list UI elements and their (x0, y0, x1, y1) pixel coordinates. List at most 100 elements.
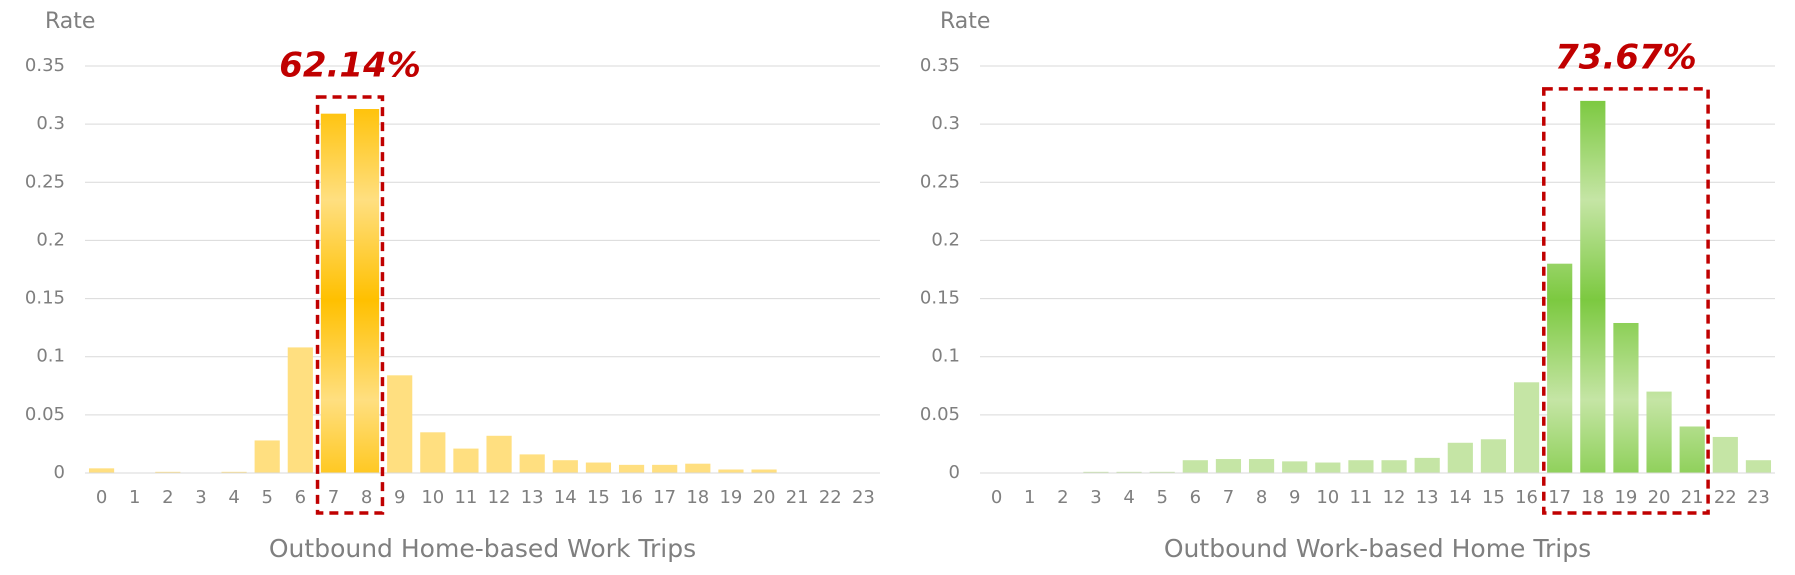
bar (519, 454, 545, 473)
x-tick-label: 3 (195, 487, 206, 508)
y-axis-title: Rate (940, 9, 990, 34)
x-tick-label: 12 (488, 487, 511, 508)
bar (1282, 461, 1308, 473)
x-tick-label: 11 (1349, 487, 1372, 508)
y-tick-label: 0.2 (931, 229, 960, 250)
x-tick-label: 15 (1482, 487, 1505, 508)
x-axis-title: Outbound Home-based Work Trips (269, 534, 696, 563)
bar (685, 463, 711, 473)
x-axis-title: Outbound Work-based Home Trips (1164, 534, 1591, 563)
bar (1083, 471, 1109, 473)
y-tick-label: 0.05 (25, 404, 65, 425)
bar (1381, 460, 1407, 473)
y-tick-label: 0.15 (920, 288, 960, 309)
bar (1248, 459, 1275, 473)
x-tick-label: 7 (1223, 487, 1234, 508)
x-tick-label: 15 (587, 487, 610, 508)
x-tick-label: 6 (1190, 487, 1201, 508)
x-tick-label: 23 (1747, 487, 1770, 508)
y-tick-label: 0.1 (36, 346, 65, 367)
x-tick-label: 20 (753, 487, 776, 508)
x-tick-label: 18 (686, 487, 709, 508)
x-tick-label: 6 (295, 487, 306, 508)
x-tick-label: 16 (1515, 487, 1538, 508)
bar (1149, 471, 1175, 473)
bar (486, 435, 512, 473)
bar (320, 113, 347, 474)
x-tick-label: 7 (328, 487, 339, 508)
y-tick-label: 0.05 (920, 404, 960, 425)
y-tick-label: 0 (949, 462, 960, 483)
x-tick-label: 2 (162, 487, 173, 508)
y-axis-title: Rate (45, 9, 95, 34)
x-tick-label: 13 (521, 487, 544, 508)
bar (88, 468, 115, 473)
x-tick-label: 5 (1156, 487, 1167, 508)
x-tick-label: 11 (454, 487, 477, 508)
x-tick-label: 12 (1383, 487, 1406, 508)
y-tick-label: 0.15 (25, 288, 65, 309)
bar (420, 432, 446, 473)
bar (254, 440, 280, 473)
bar (1480, 439, 1507, 473)
bar (1447, 442, 1473, 473)
bar (155, 471, 181, 473)
x-tick-label: 10 (421, 487, 444, 508)
x-tick-label: 8 (1256, 487, 1267, 508)
bar (1182, 460, 1208, 473)
x-tick-label: 10 (1316, 487, 1339, 508)
annotation: 73.67% (1555, 37, 1697, 77)
bar (1580, 100, 1606, 473)
x-tick-label: 13 (1416, 487, 1439, 508)
x-tick-label: 22 (1714, 487, 1737, 508)
bar (1613, 322, 1639, 473)
x-tick-label: 14 (1449, 487, 1472, 508)
x-tick-label: 0 (991, 487, 1002, 508)
x-tick-label: 20 (1648, 487, 1671, 508)
bar (1116, 471, 1142, 473)
x-tick-label: 18 (1581, 487, 1604, 508)
x-tick-label: 4 (1123, 487, 1134, 508)
y-tick-label: 0.2 (36, 229, 65, 250)
bar (221, 471, 247, 473)
x-tick-label: 16 (620, 487, 643, 508)
x-tick-label: 17 (653, 487, 676, 508)
bar (1315, 462, 1341, 473)
bar (453, 448, 479, 473)
y-tick-label: 0.3 (36, 113, 65, 134)
x-tick-label: 19 (1614, 487, 1637, 508)
x-tick-label: 19 (719, 487, 742, 508)
x-tick-label: 3 (1090, 487, 1101, 508)
x-tick-label: 9 (394, 487, 405, 508)
y-tick-label: 0.25 (25, 171, 65, 192)
x-tick-label: 1 (129, 487, 140, 508)
bar (1745, 460, 1772, 473)
bar (652, 464, 678, 473)
x-tick-label: 2 (1057, 487, 1068, 508)
y-tick-label: 0 (54, 462, 65, 483)
y-tick-label: 0.35 (920, 55, 960, 76)
bar (1414, 457, 1440, 473)
x-tick-label: 0 (96, 487, 107, 508)
y-tick-label: 0.3 (931, 113, 960, 134)
y-tick-label: 0.25 (920, 171, 960, 192)
bar (1215, 459, 1242, 473)
bar (552, 460, 578, 473)
bar (1712, 436, 1738, 473)
highlight-box (1542, 87, 1710, 515)
bar (1513, 382, 1540, 473)
bar (585, 462, 612, 473)
bar (1646, 391, 1672, 473)
bar (287, 347, 313, 473)
x-tick-label: 22 (819, 487, 842, 508)
bar (1679, 426, 1705, 473)
bar (751, 469, 777, 473)
highlight-box (315, 95, 385, 515)
x-tick-label: 9 (1289, 487, 1300, 508)
bar (353, 109, 380, 474)
x-tick-label: 4 (228, 487, 239, 508)
y-tick-label: 0.35 (25, 55, 65, 76)
bar (718, 469, 744, 473)
x-tick-label: 5 (261, 487, 272, 508)
